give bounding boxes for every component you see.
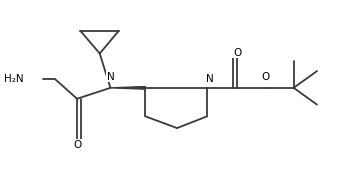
Text: N: N: [106, 72, 114, 82]
Polygon shape: [110, 87, 145, 89]
Text: N: N: [207, 75, 214, 84]
Text: H₂N: H₂N: [4, 75, 24, 84]
Text: O: O: [73, 140, 81, 150]
Text: O: O: [233, 48, 241, 58]
Text: O: O: [261, 72, 269, 82]
